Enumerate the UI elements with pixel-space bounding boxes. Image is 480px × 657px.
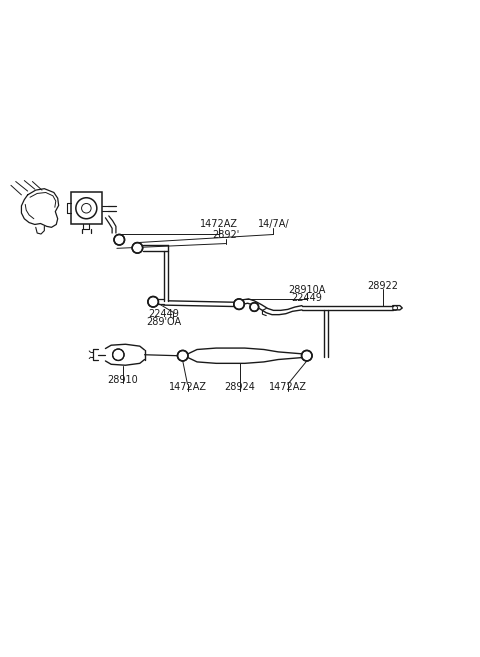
Text: 1472AZ: 1472AZ bbox=[269, 382, 307, 392]
Text: 22449: 22449 bbox=[148, 309, 179, 319]
Bar bbox=[71, 192, 102, 225]
Circle shape bbox=[132, 242, 143, 253]
Circle shape bbox=[250, 303, 259, 311]
Text: 14/7A/: 14/7A/ bbox=[258, 219, 289, 229]
Text: 2892': 2892' bbox=[212, 231, 240, 240]
Text: 28910A: 28910A bbox=[288, 285, 325, 296]
Text: 1472AZ: 1472AZ bbox=[200, 219, 238, 229]
Circle shape bbox=[178, 350, 188, 361]
Text: 1472AZ: 1472AZ bbox=[168, 382, 206, 392]
Text: 28922: 28922 bbox=[368, 281, 399, 290]
Circle shape bbox=[148, 296, 158, 307]
Text: 289'OA: 289'OA bbox=[146, 317, 181, 327]
Circle shape bbox=[234, 299, 244, 309]
Circle shape bbox=[113, 349, 124, 361]
Text: 28910: 28910 bbox=[108, 374, 138, 384]
Text: 28924: 28924 bbox=[225, 382, 255, 392]
Text: 22449: 22449 bbox=[291, 294, 322, 304]
Circle shape bbox=[301, 350, 312, 361]
Circle shape bbox=[114, 235, 124, 245]
